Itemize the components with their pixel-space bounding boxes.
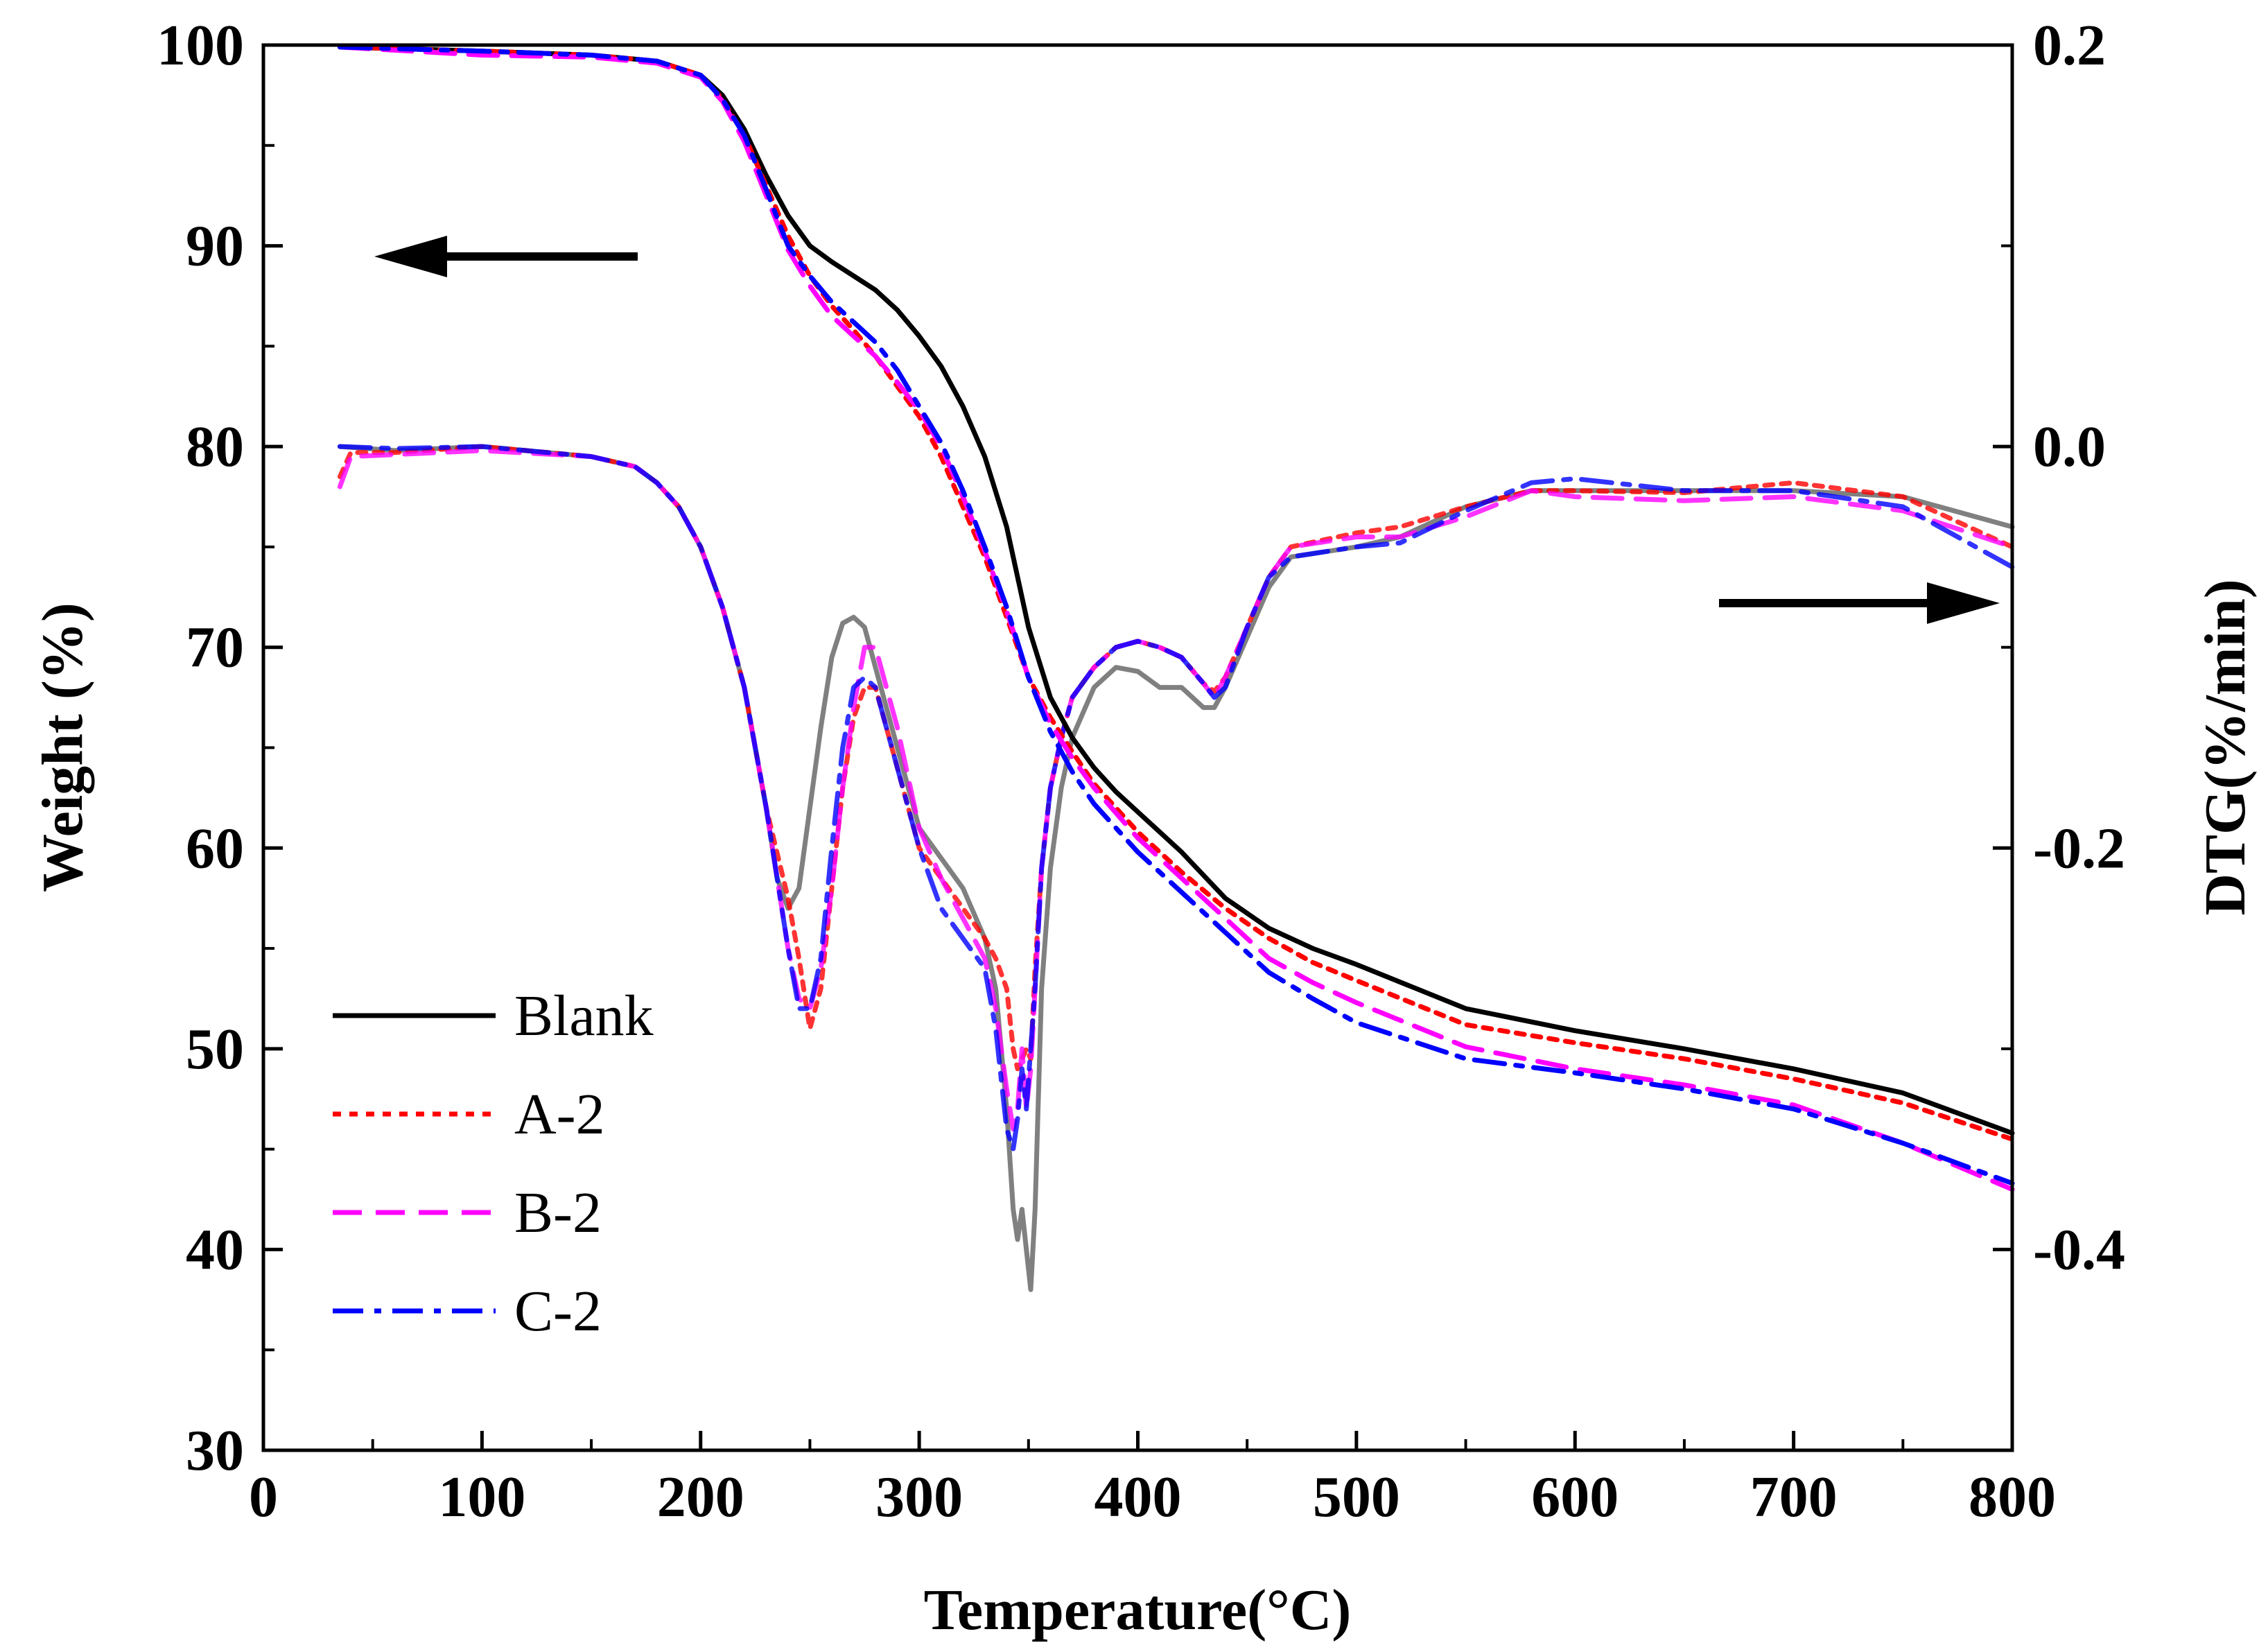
tg-c-2-line — [337, 44, 2015, 1186]
legend-label: A-2 — [514, 1082, 605, 1147]
x-tick-label: 0 — [249, 1465, 278, 1529]
x-tick-label: 100 — [438, 1465, 525, 1529]
x-tick-label: 800 — [1969, 1465, 2056, 1529]
y-right-tick-label: 0.2 — [2033, 13, 2106, 78]
x-axis-title: Temperature(°C) — [924, 1578, 1352, 1642]
x-tick-label: 500 — [1313, 1465, 1400, 1529]
y-left-tick-label: 90 — [186, 214, 244, 279]
y-right-tick-label: -0.4 — [2033, 1217, 2125, 1282]
legend-label: Blank — [514, 984, 654, 1048]
y-left-tick-label: 70 — [186, 616, 244, 680]
y-left-tick-label: 30 — [186, 1418, 244, 1483]
y-left-tick-label: 50 — [186, 1017, 244, 1081]
x-tick-label: 300 — [875, 1465, 963, 1529]
plot-frame — [261, 43, 2014, 1452]
dtg-a-2-line — [337, 444, 2015, 1072]
y-left-tick-label: 80 — [186, 415, 244, 479]
dtg-c-2-line — [337, 444, 2015, 1152]
left-arrow-annotation — [374, 236, 638, 277]
y-left-tick-label: 100 — [157, 13, 244, 78]
x-tick-label: 600 — [1531, 1465, 1619, 1529]
y-left-tick-label: 60 — [186, 816, 244, 880]
y-left-tick-label: 40 — [186, 1217, 244, 1282]
left-y-axis-title: Weight (%) — [30, 602, 95, 892]
tg-a-2-line — [337, 44, 2015, 1142]
right-y-axis-title: DTG(%/min) — [2193, 579, 2258, 915]
legend-label: C-2 — [514, 1279, 602, 1344]
x-tick-label: 700 — [1750, 1465, 1838, 1529]
x-tick-label: 200 — [657, 1465, 744, 1529]
legend-label: B-2 — [514, 1181, 602, 1245]
series-layer — [337, 44, 2015, 1292]
tg-blank-line — [337, 44, 2015, 1136]
y-right-tick-label: -0.2 — [2033, 816, 2125, 880]
legend: Blank A-2 B-2 C-2 — [333, 984, 654, 1344]
right-arrow-annotation — [1719, 582, 2000, 624]
tick-labels: 0 100 200 300 400 500 600 700 800 30 40 50 60 70 80 90 1… — [157, 13, 2125, 1529]
y-right-tick-label: 0.0 — [2033, 415, 2106, 479]
x-tick-label: 400 — [1094, 1465, 1182, 1529]
